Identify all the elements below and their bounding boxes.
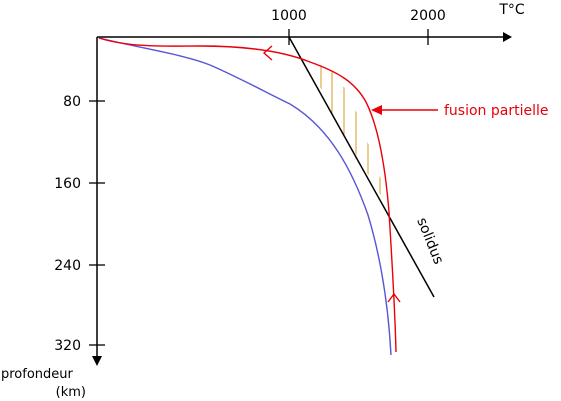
blue-geotherm-curve [98, 37, 392, 356]
solidus-line [288, 36, 435, 298]
y-axis-label-line2: (km) [56, 385, 86, 400]
y-tick-label-320: 320 [54, 338, 81, 354]
y-tick-label-240: 240 [54, 258, 81, 274]
x-axis-unit: T°C [498, 2, 525, 18]
y-tick-label-160: 160 [54, 176, 81, 192]
red-geotherm-curve [98, 37, 397, 353]
x-tick-label-1000: 1000 [271, 8, 307, 24]
x-tick-label-2000: 2000 [410, 8, 446, 24]
solidus-label: solidus [413, 216, 446, 267]
red-curve-direction-arrow-top [262, 45, 273, 61]
y-axis-arrow [92, 356, 102, 366]
partial-melting-label: fusion partielle [444, 103, 548, 119]
red-curve-direction-arrow-bottom [387, 292, 401, 303]
y-axis-label-line1: profondeur [1, 367, 74, 382]
axes: 1000 2000 T°C 80 160 240 320 profondeur … [1, 2, 525, 400]
x-axis-arrow [503, 32, 512, 42]
partial-melting-pointer-head [371, 105, 382, 115]
y-tick-label-80: 80 [63, 94, 81, 110]
